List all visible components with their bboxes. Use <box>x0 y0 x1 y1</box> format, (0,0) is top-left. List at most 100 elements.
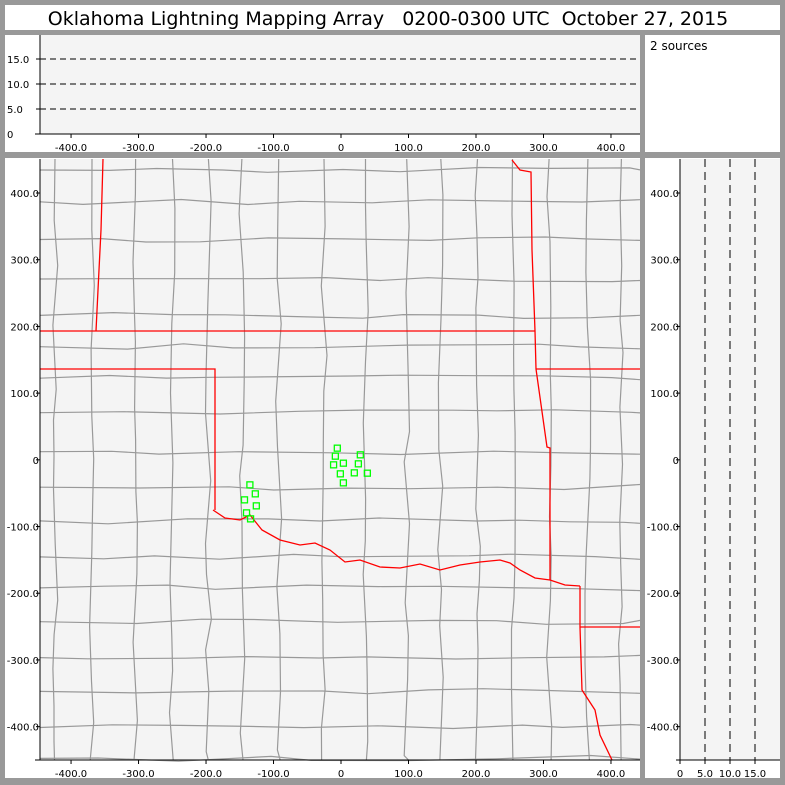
map-plot-area <box>40 159 640 760</box>
county-line <box>39 236 641 243</box>
county-line <box>39 483 641 491</box>
county-line <box>204 158 213 761</box>
county-line <box>39 166 641 173</box>
county-line <box>474 158 481 761</box>
lightning-source-marker <box>252 502 260 510</box>
y-tick-label: 5.0 <box>7 105 23 116</box>
y-tick-label: 300.0 <box>10 256 39 267</box>
county-line <box>510 158 516 761</box>
lightning-source-marker <box>350 469 358 477</box>
lightning-source-marker <box>246 515 255 523</box>
x-tick-label: 15.0 <box>744 769 766 780</box>
y-tick-label: -100.0 <box>7 523 39 534</box>
y-tick-label: 300.0 <box>650 256 679 267</box>
county-line <box>168 158 176 761</box>
lightning-source-marker <box>356 451 364 459</box>
y-tick-label: -200.0 <box>7 589 39 600</box>
county-line <box>88 158 95 761</box>
x-tick-label: 400.0 <box>597 769 626 780</box>
lightning-source-marker <box>363 469 371 477</box>
x-tick-label: 100.0 <box>394 769 423 780</box>
state-border-line <box>40 368 216 510</box>
county-line <box>39 654 641 660</box>
county-line <box>320 158 328 761</box>
county-line <box>39 409 641 415</box>
x-tick-label: 400.0 <box>597 143 626 154</box>
x-tick-label: 10.0 <box>719 769 741 780</box>
y-tick-label: 10.0 <box>7 80 29 91</box>
lightning-source-marker <box>242 509 251 517</box>
y-tick-label: -300.0 <box>7 656 39 667</box>
lightning-source-marker <box>339 479 348 487</box>
state-border-line <box>579 586 613 761</box>
sources-box <box>645 35 780 152</box>
x-tick-label: -300.0 <box>122 143 154 154</box>
lightning-source-marker <box>251 490 259 498</box>
x-tick-label: 0 <box>338 143 344 154</box>
x-tick-label: -200.0 <box>190 769 222 780</box>
y-tick-label: -200.0 <box>647 589 679 600</box>
y-tick-label: 200.0 <box>650 322 679 333</box>
y-tick-label: 0 <box>7 130 13 141</box>
y-tick-label: -100.0 <box>647 523 679 534</box>
altitude-ew-plot: -400.0 -300.0 -200.0 -100.0 0 100.0 200.0 300.0… <box>7 35 640 154</box>
lightning-source-marker <box>329 461 338 469</box>
lightning-source-marker <box>246 481 254 489</box>
x-tick-label: -400.0 <box>55 769 87 780</box>
altitude-ns-plot: 0 5.0 10.0 15.0 400.0 300.0 200.0 100.0 0 -100.0 -… <box>647 159 780 780</box>
lightning-source-marker <box>339 459 348 467</box>
y-tick-label: 0 <box>33 456 39 467</box>
x-tick-label: 200.0 <box>462 143 491 154</box>
state-border-line <box>95 158 104 332</box>
county-line <box>403 158 411 761</box>
y-tick-label: 15.0 <box>7 55 29 66</box>
lightning-source-marker <box>354 460 363 468</box>
county-line <box>132 158 139 761</box>
lightning-source-marker <box>336 470 344 478</box>
county-line <box>39 198 641 206</box>
state-border-line <box>212 509 581 587</box>
county-line <box>39 276 641 283</box>
lightning-source-marker <box>331 452 339 460</box>
x-tick-label: 5.0 <box>697 769 713 780</box>
y-tick-label: 100.0 <box>650 389 679 400</box>
y-tick-label: 200.0 <box>10 322 39 333</box>
county-line <box>546 158 553 761</box>
figure-title: Oklahoma Lightning Mapping Array 0200-03… <box>48 8 729 30</box>
x-tick-label: 100.0 <box>394 143 423 154</box>
county-line <box>584 158 592 761</box>
y-tick-label: 400.0 <box>650 189 679 200</box>
source-count: 2 sources <box>650 39 708 53</box>
county-line <box>39 374 641 381</box>
x-tick-label: -200.0 <box>190 143 222 154</box>
county-line <box>238 158 246 761</box>
y-tick-label: -400.0 <box>647 723 679 734</box>
county-line <box>362 159 369 761</box>
y-tick-label: -300.0 <box>647 656 679 667</box>
x-tick-label: -100.0 <box>257 143 289 154</box>
x-tick-label: 200.0 <box>462 769 491 780</box>
county-line <box>275 158 283 761</box>
county-line <box>39 343 641 350</box>
state-border-line <box>511 159 551 580</box>
y-tick-label: 400.0 <box>10 189 39 200</box>
x-tick-label: 300.0 <box>529 143 558 154</box>
county-line <box>39 723 641 730</box>
x-tick-label: 300.0 <box>529 769 558 780</box>
y-tick-label: -400.0 <box>7 723 39 734</box>
county-line <box>437 158 444 761</box>
x-tick-label: 0 <box>677 769 683 780</box>
x-tick-label: -100.0 <box>257 769 289 780</box>
county-line <box>617 158 624 761</box>
lightning-source-marker <box>240 496 249 504</box>
title-bar <box>5 5 780 30</box>
lightning-source-marker <box>333 444 341 452</box>
y-tick-label: 0 <box>673 456 679 467</box>
x-tick-label: -300.0 <box>122 769 154 780</box>
x-tick-label: -400.0 <box>55 143 87 154</box>
plan-view-map: -400.0 -300.0 -200.0 -100.0 0 100.0 200.0 300.0… <box>7 158 641 780</box>
x-tick-label: 0 <box>338 769 344 780</box>
county-borders <box>39 158 641 762</box>
state-borders <box>40 158 640 761</box>
